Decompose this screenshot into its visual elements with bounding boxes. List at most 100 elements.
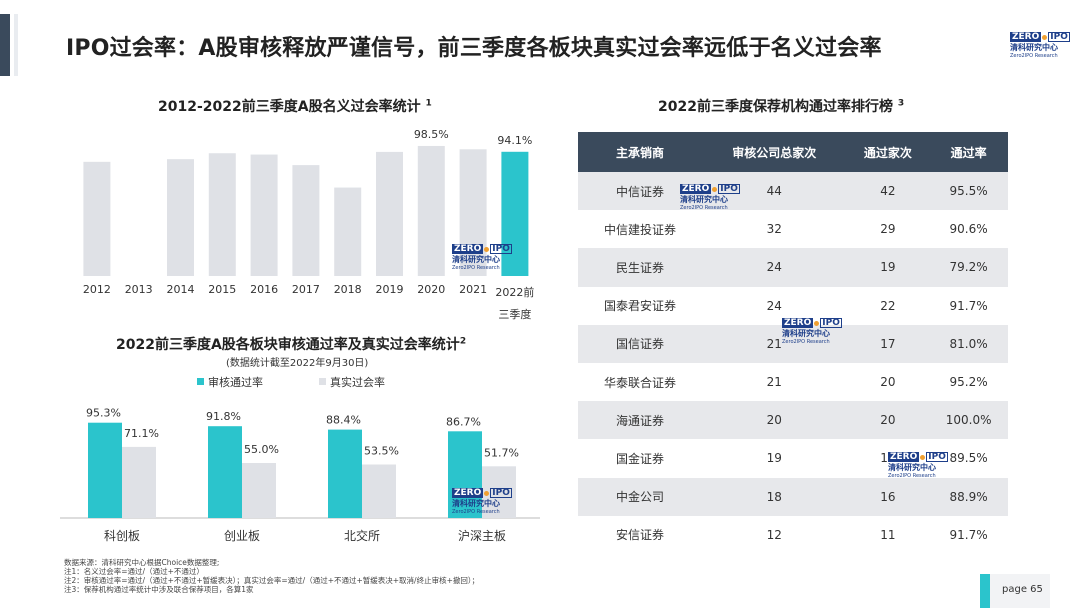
table-cell-0: 安信证券 — [578, 515, 702, 554]
table-cell-0: 华泰联合证券 — [578, 362, 702, 402]
chart2-data-label-科创板-1: 71.1% — [124, 427, 159, 440]
table-cell-0: 民生证券 — [578, 248, 702, 287]
chart1-bar-2022前三季度 — [501, 151, 529, 276]
table-cell-2: 20 — [846, 362, 930, 402]
col-header-underwriter: 主承销商 — [578, 132, 702, 172]
chart1-title: 2012-2022前三季度A股名义过会率统计 1 — [158, 98, 432, 115]
chart2-tick-创业板: 创业板 — [224, 529, 260, 543]
chart1-bar-2021 — [459, 149, 487, 276]
chart1-tick-2015: 2015 — [208, 283, 236, 296]
table-cell-2: 17 — [846, 324, 930, 363]
footnote-3: 注3：保荐机构通过率统计中涉及联合保荐项目，各算1家 — [64, 585, 254, 594]
table-watermark-logo-2: ZERO IPO 清科研究中心 Zero2IPO Research — [782, 318, 842, 345]
page-accent-block — [980, 574, 990, 608]
table-row: 国泰君安证券 24 22 91.7% — [578, 286, 1008, 325]
chart2-data-label-创业板-1: 55.0% — [244, 443, 279, 456]
table-cell-2: 19 — [846, 248, 930, 287]
table-cell-1: 12 — [701, 515, 847, 554]
table-cell-3: 81.0% — [929, 324, 1008, 363]
title-accent-bar-light — [14, 14, 18, 76]
chart2-data-label-创业板-0: 91.8% — [206, 410, 241, 423]
chart1-data-label-2022前三季度: 94.1% — [497, 134, 532, 147]
chart2-bar-创业板-1 — [242, 463, 276, 518]
table-cell-2: 29 — [846, 210, 930, 249]
footnotes: 数据来源：清科研究中心根据Choice数据整理; 注1：名义过会率=通过/（通过… — [64, 558, 479, 594]
table-cell-2: 11 — [846, 515, 930, 554]
table-cell-1: 21 — [701, 324, 847, 363]
table-row: 中金公司 18 16 88.9% — [578, 477, 1008, 516]
table-watermark-logo-1: ZERO IPO 清科研究中心 Zero2IPO Research — [680, 184, 740, 211]
table-cell-0: 海通证券 — [578, 401, 702, 440]
chart1-bar-2015 — [208, 153, 236, 276]
table-cell-2: 22 — [846, 286, 930, 325]
table-cell-1: 44 — [701, 172, 847, 211]
chart2-bar-科创板-1 — [122, 446, 156, 518]
chart1-tick-2020: 2020 — [417, 283, 445, 296]
table-cell-3: 79.2% — [929, 248, 1008, 287]
chart2-bar-科创板-0 — [88, 422, 122, 518]
table-cell-1: 20 — [701, 401, 847, 440]
chart1-tick-2012: 2012 — [83, 283, 111, 296]
table-title: 2022前三季度保荐机构通过率排行榜 3 — [658, 98, 905, 115]
sponsor-ranking-table: 主承销商 审核公司总家次 通过家次 通过率 中信证券 44 42 95.5% 中信建投证… — [578, 132, 1008, 554]
chart2-data-label-北交所-0: 88.4% — [326, 414, 361, 427]
chart1-bar-2020 — [417, 145, 445, 276]
table-cell-0: 中信建投证券 — [578, 210, 702, 249]
table-cell-3: 91.7% — [929, 286, 1008, 325]
chart1-bar-2018 — [334, 187, 362, 276]
table-cell-1: 32 — [701, 210, 847, 249]
chart1-tick-2017: 2017 — [292, 283, 320, 296]
chart2-legend-label-1: 真实过会率 — [330, 375, 385, 389]
table-cell-3: 100.0% — [929, 401, 1008, 440]
chart2-svg: 审核通过率 真实过会率 95.3%71.1% 科创板 91.8% 55.0% 创业板 88.4… — [60, 375, 540, 543]
chart1-tick-2013: 2013 — [125, 283, 153, 296]
chart2-data-label-沪深主板-1: 51.7% — [484, 446, 519, 459]
table-cell-0: 国金证券 — [578, 439, 702, 478]
footnote-source: 数据来源：清科研究中心根据Choice数据整理; — [64, 558, 220, 567]
chart1-tick-2021: 2021 — [459, 283, 487, 296]
col-header-passed: 通过家次 — [846, 132, 930, 172]
table-cell-1: 18 — [701, 477, 847, 516]
table-cell-3: 95.2% — [929, 362, 1008, 402]
table-row: 中信建投证券 32 29 90.6% — [578, 210, 1008, 249]
table-cell-0: 国信证券 — [578, 324, 702, 363]
chart2-bar-沪深主板-0 — [448, 431, 482, 518]
chart2-watermark-logo: ZERO IPO 清科研究中心 Zero2IPO Research — [452, 488, 512, 515]
chart1-bar-2014 — [167, 159, 194, 276]
page-number-box — [990, 574, 1050, 608]
chart2-bar-创业板-0 — [208, 426, 242, 518]
table-row: 民生证券 24 19 79.2% — [578, 248, 1008, 287]
chart2-subtitle: (数据统计截至2022年9月30日) — [226, 358, 369, 369]
table-cell-0: 中信证券 — [578, 172, 702, 211]
table-cell-3: 95.5% — [929, 172, 1008, 211]
chart1-svg: 2012 2013 2014 2015 2016 2017 2018 2019 98.5% 202… — [83, 128, 535, 321]
table-cell-3: 90.6% — [929, 210, 1008, 249]
table-cell-2: 16 — [846, 477, 930, 516]
chart1-data-label-2020: 98.5% — [414, 128, 449, 141]
zero2ipo-logo: ZERO IPO 清科研究中心 Zero2IPO Research — [1010, 32, 1070, 59]
chart2-title: 2022前三季度A股各板块审核通过率及真实过会率统计2 — [116, 336, 467, 353]
table-cell-0: 中金公司 — [578, 477, 702, 516]
chart1-tick-2014: 2014 — [167, 283, 195, 296]
chart1-tick-2022前三季度-a: 2022前 — [495, 285, 534, 299]
chart2-tick-沪深主板: 沪深主板 — [458, 529, 506, 543]
chart2-legend-swatch-1 — [319, 378, 326, 385]
table-header-row: 主承销商 审核公司总家次 通过家次 通过率 — [578, 132, 1008, 172]
chart2-legend-swatch-0 — [197, 378, 204, 385]
chart1-bar-2012 — [83, 161, 111, 276]
table-row: 华泰联合证券 21 20 95.2% — [578, 362, 1008, 402]
chart2-data-label-科创板-0: 95.3% — [86, 407, 121, 420]
table-row: 海通证券 20 20 100.0% — [578, 401, 1008, 440]
chart1-tick-2018: 2018 — [334, 283, 362, 296]
chart2-legend-label-0: 审核通过率 — [208, 375, 263, 389]
chart2-data-label-沪深主板-0: 86.7% — [446, 415, 481, 428]
table-cell-1: 24 — [701, 248, 847, 287]
chart1-bar-2019 — [376, 151, 403, 276]
chart2-tick-科创板: 科创板 — [104, 529, 140, 543]
footnote-1: 注1：名义过会率=通过/（通过+不通过） — [64, 567, 204, 576]
title-accent-bar — [0, 14, 10, 76]
col-header-rate: 通过率 — [929, 132, 1008, 172]
table-row: 国信证券 21 17 81.0% — [578, 324, 1008, 363]
chart2-bar-北交所-0 — [328, 429, 362, 518]
chart2-tick-北交所: 北交所 — [344, 528, 380, 543]
